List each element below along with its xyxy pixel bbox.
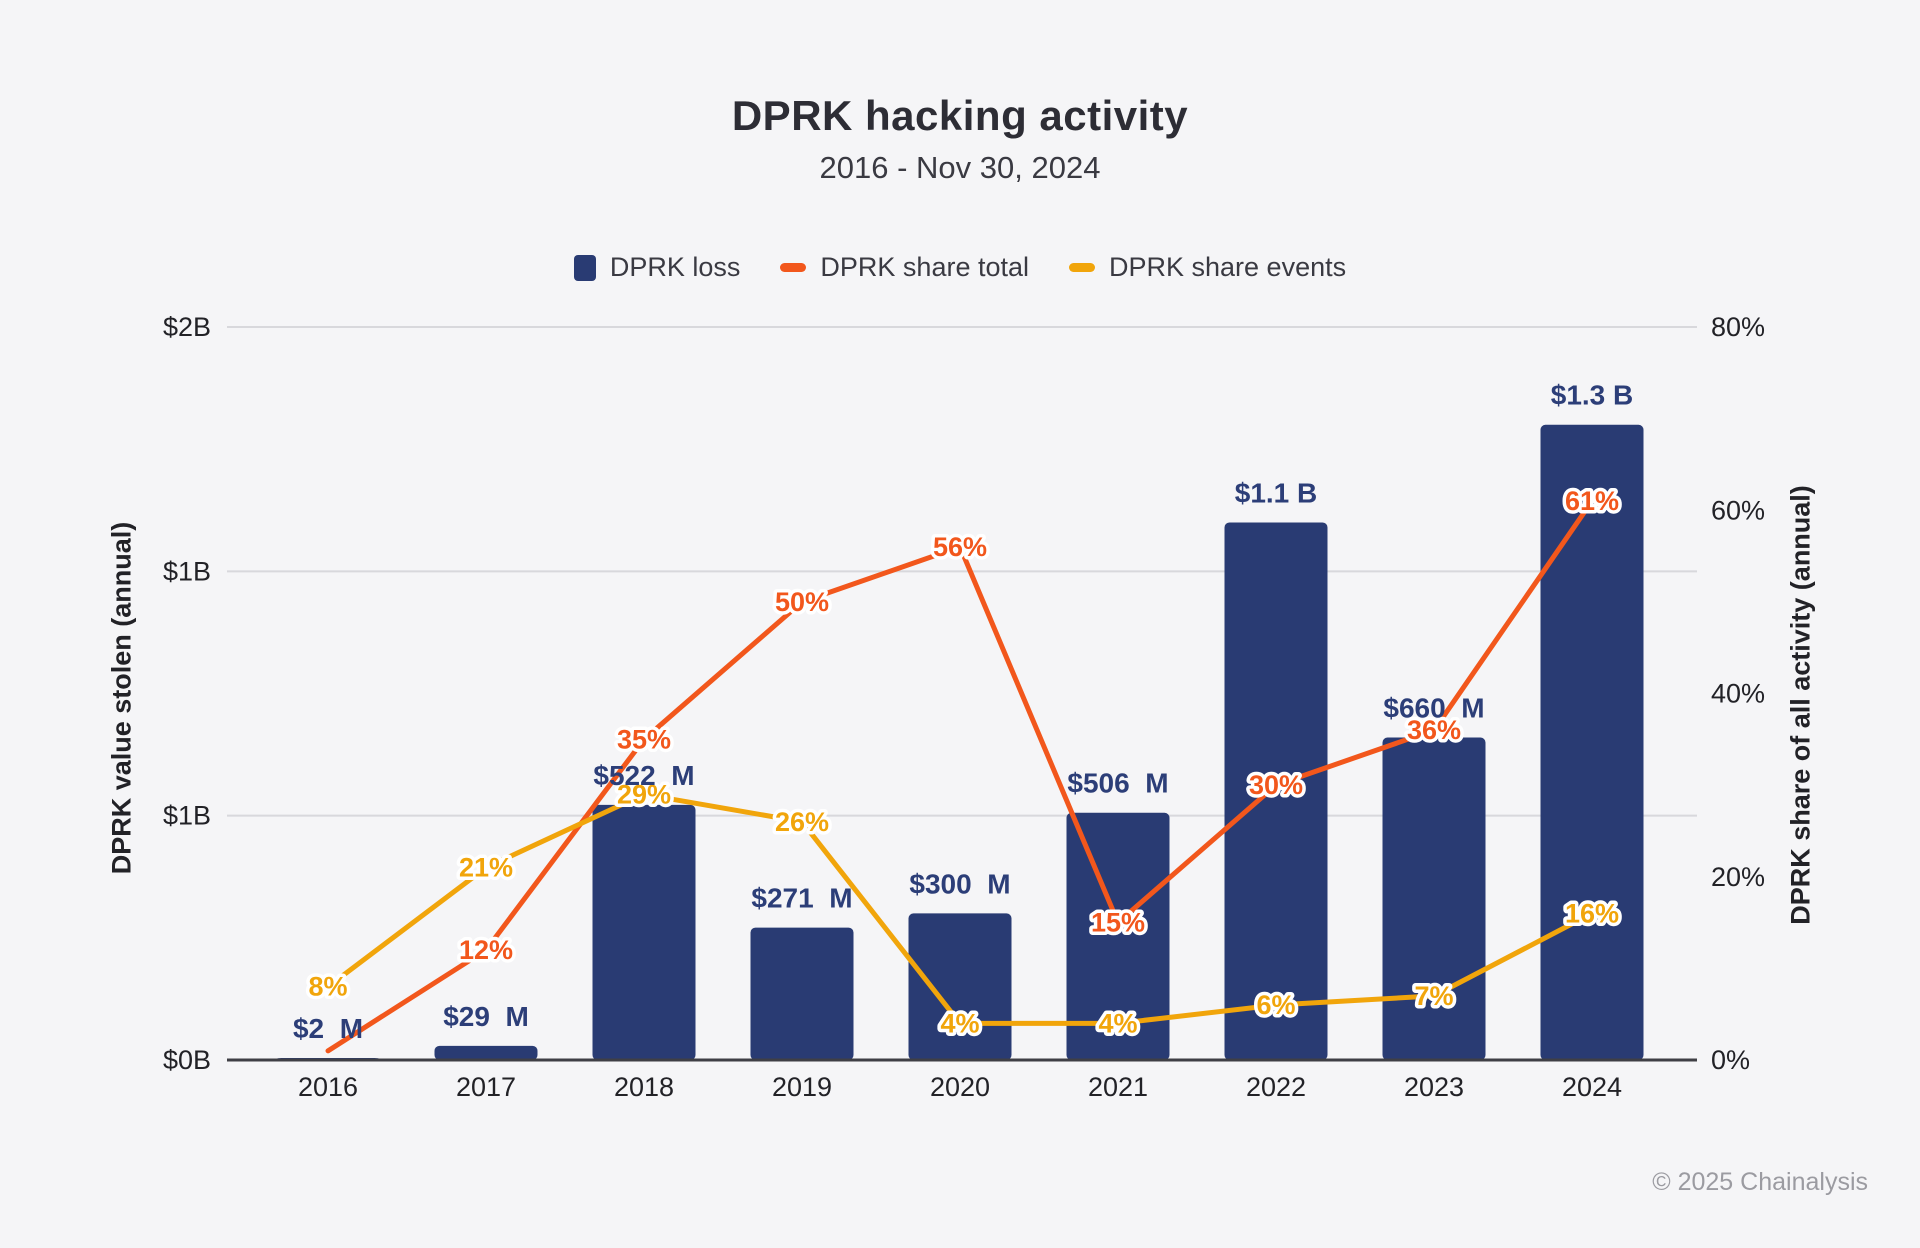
point-label-2017: 12% <box>459 935 513 965</box>
legend-swatch-bar-icon <box>573 254 596 281</box>
point-label-2024: 61% <box>1565 486 1619 516</box>
right-axis-tick: 80% <box>1711 312 1765 342</box>
right-axis-tick: 0% <box>1711 1045 1750 1075</box>
x-axis-label-2021: 2021 <box>1088 1072 1148 1102</box>
page-subtitle: 2016 - Nov 30, 2024 <box>819 150 1101 185</box>
legend-item-dprk-share-total: DPRK share total <box>780 252 1029 283</box>
bar-value-label-2020: $300 M <box>909 868 1010 899</box>
x-axis-label-2022: 2022 <box>1246 1072 1306 1102</box>
point-label-2018: 29% <box>617 779 671 809</box>
bar-value-label-2018: $522 M <box>593 760 694 791</box>
bar-value-label-2019: $271 M <box>751 883 852 914</box>
legend-label: DPRK share events <box>1109 252 1347 282</box>
point-label-2020: 56% <box>933 532 987 562</box>
x-axis-label-2016: 2016 <box>298 1072 358 1102</box>
point-label-2021: 4% <box>1098 1008 1137 1038</box>
legend-swatch-line-icon <box>1069 263 1095 272</box>
bar-2018 <box>592 804 696 1060</box>
point-label-2023: 7% <box>1414 981 1453 1011</box>
bar-2021 <box>1066 812 1170 1060</box>
right-axis-tick: 60% <box>1711 495 1765 525</box>
left-axis-tick: $2B <box>163 312 211 342</box>
bar-value-label-2022: $1.1 B <box>1235 477 1318 508</box>
left-axis-tick: $1B <box>163 801 211 831</box>
point-label-2022: 30% <box>1249 770 1303 800</box>
point-label-2022: 6% <box>1256 990 1295 1020</box>
point-label-2024: 16% <box>1565 898 1619 928</box>
legend-item-dprk-share-events: DPRK share events <box>1069 252 1346 283</box>
x-axis-label-2023: 2023 <box>1404 1072 1464 1102</box>
legend-item-dprk-loss: DPRK loss <box>573 252 741 283</box>
x-axis-label-2020: 2020 <box>930 1072 990 1102</box>
point-label-2016: 8% <box>308 972 347 1002</box>
bar-value-label-2016: $2 M <box>293 1013 363 1044</box>
x-axis-label-2017: 2017 <box>456 1072 516 1102</box>
left-axis-title: DPRK value stolen (annual) <box>106 521 137 875</box>
bar-value-label-2017: $29 M <box>443 1001 529 1032</box>
line-dprk-share-total <box>325 498 1595 1054</box>
right-axis-tick: 20% <box>1711 862 1765 892</box>
copyright-text: © 2025 Chainalysis <box>1652 1168 1868 1196</box>
bar-2019 <box>750 927 854 1060</box>
point-label-2019: 26% <box>775 807 829 837</box>
bar-2024 <box>1540 424 1644 1060</box>
bar-value-label-2021: $506 M <box>1067 768 1168 799</box>
x-axis-label-2018: 2018 <box>614 1072 674 1102</box>
right-axis-title: DPRK share of all activity (annual) <box>1785 485 1816 925</box>
point-label-2023: 36% <box>1407 715 1461 745</box>
point-label-2020: 4% <box>940 1008 979 1038</box>
bar-2023 <box>1382 737 1486 1060</box>
left-axis-tick: $1B <box>163 556 211 586</box>
legend-label: DPRK share total <box>820 252 1029 282</box>
legend-swatch-line-icon <box>780 263 807 272</box>
line-dprk-share-events <box>325 791 1595 1026</box>
bar-2017 <box>434 1045 538 1060</box>
point-label-2019: 50% <box>775 587 829 617</box>
point-label-2017: 21% <box>459 853 513 883</box>
legend-label: DPRK loss <box>609 252 741 282</box>
bar-2022 <box>1224 522 1328 1060</box>
point-label-2018: 35% <box>617 724 671 754</box>
left-axis-tick: $0B <box>163 1045 211 1075</box>
x-axis-label-2024: 2024 <box>1562 1072 1622 1102</box>
bar-value-label-2024: $1.3 B <box>1551 380 1634 411</box>
bar-value-label-2023: $660 M <box>1383 692 1484 723</box>
page-title: DPRK hacking activity <box>731 92 1189 139</box>
legend: DPRK loss DPRK share total DPRK share ev… <box>0 252 1920 283</box>
point-label-2021: 15% <box>1091 908 1145 938</box>
right-axis-tick: 40% <box>1711 679 1765 709</box>
x-axis-label-2019: 2019 <box>772 1072 832 1102</box>
